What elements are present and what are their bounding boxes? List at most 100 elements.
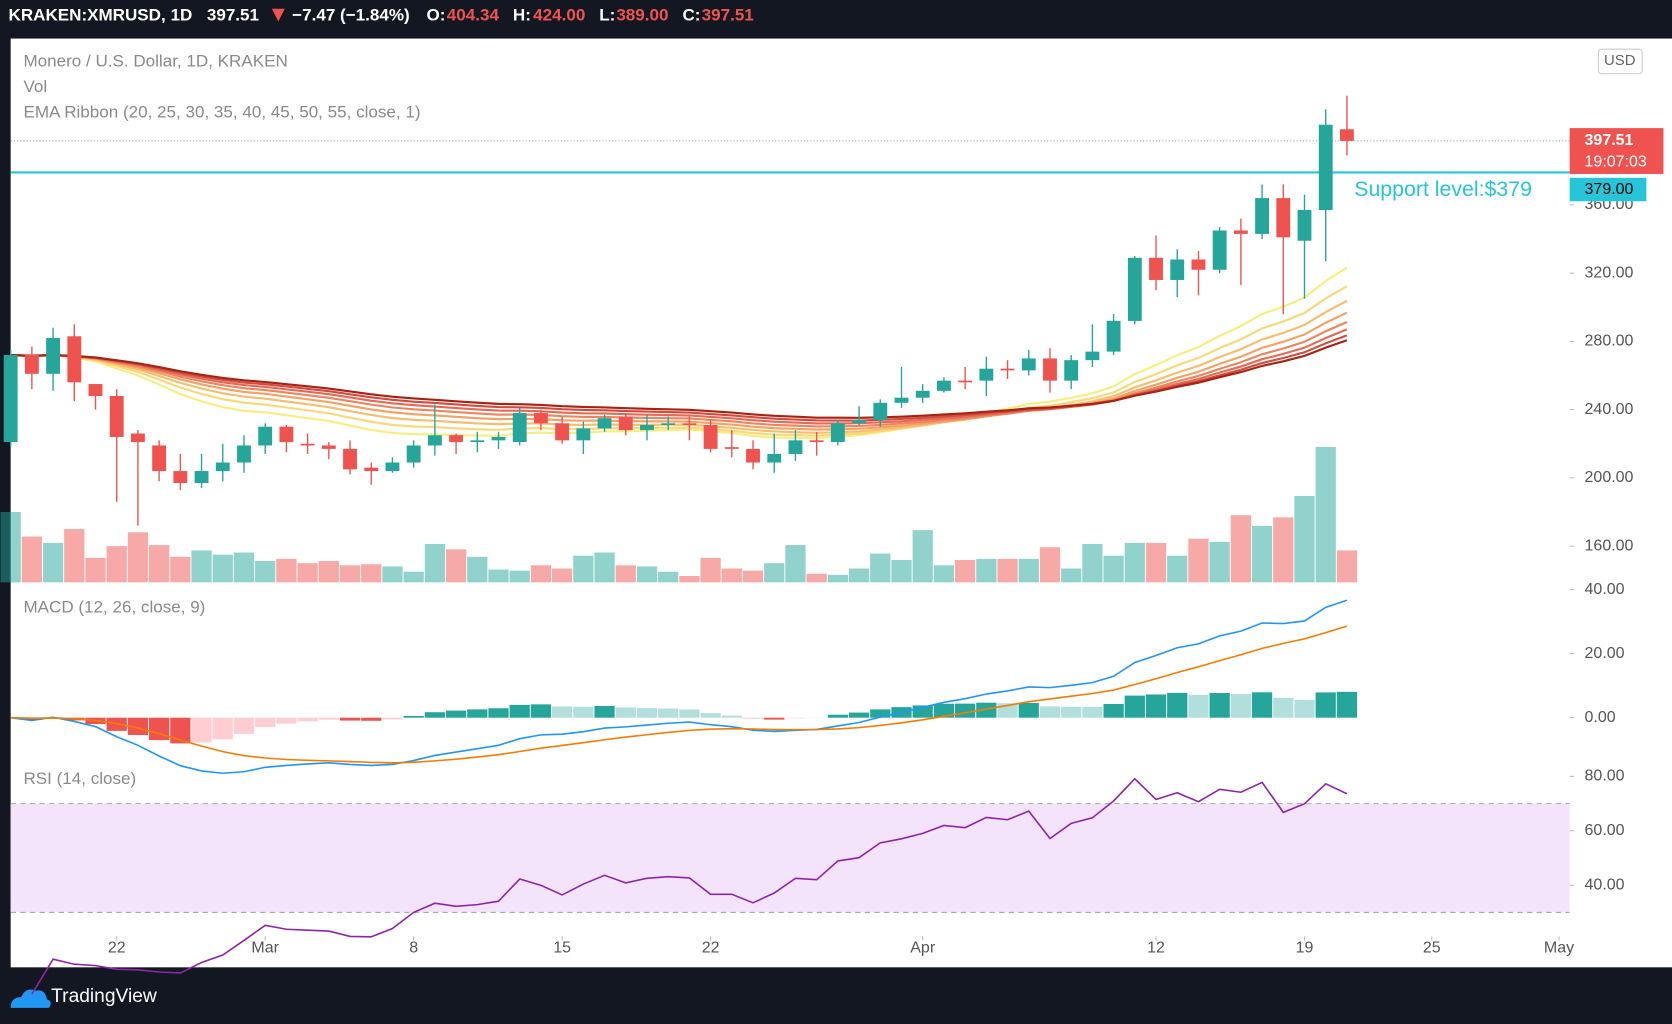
volume-bar [276, 558, 297, 583]
volume-bar [1336, 550, 1358, 583]
last-price: 397.51 [207, 6, 259, 25]
change: −7.47 (−1.84%) [292, 6, 410, 25]
ema-line [10, 300, 1348, 434]
ohlc-value: 404.34 [447, 6, 500, 25]
volume-bar [424, 543, 446, 583]
volume-bar [318, 561, 339, 583]
macd-histogram [382, 717, 403, 720]
candle-body [1021, 358, 1036, 371]
macd-histogram [212, 717, 233, 740]
macd-histogram [552, 706, 573, 718]
volume-bar [912, 530, 933, 583]
candle-body [321, 445, 336, 449]
countdown: 19:07:03 [1585, 153, 1647, 170]
candle-body [1149, 257, 1163, 280]
candle-body [1000, 368, 1015, 371]
logo-cloud [10, 989, 51, 1008]
macd-histogram [1124, 695, 1145, 718]
candle-body [88, 384, 103, 396]
candle-body [173, 471, 188, 483]
candle-body [1339, 129, 1354, 141]
ema-line [10, 311, 1348, 431]
macd-histogram [742, 717, 764, 719]
candle-body [1297, 210, 1312, 241]
macd-histogram [1273, 697, 1294, 718]
candle-body [767, 453, 782, 463]
volume-bar [233, 552, 255, 583]
volume-bar [361, 564, 382, 583]
volume-bar [1188, 538, 1209, 583]
macd-histogram [297, 717, 318, 722]
y-tick-label: 0.00 [1585, 709, 1616, 726]
macd-histogram [1294, 699, 1315, 718]
legend-macd: MACD (12, 26, close, 9) [23, 597, 205, 616]
symbol: KRAKEN:XMRUSD, 1D [9, 6, 193, 25]
legend-ribbon: EMA Ribbon (20, 25, 30, 35, 40, 45, 50, … [23, 103, 420, 122]
volume-bar [1294, 496, 1315, 583]
last-price-box [1569, 128, 1664, 174]
candle-body [1191, 259, 1206, 270]
volume-bar [721, 568, 742, 583]
volume-bar [106, 546, 127, 583]
ema-line [10, 285, 1348, 437]
volume-bar [1315, 446, 1336, 583]
macd-histogram [976, 702, 997, 718]
candle-body [788, 440, 803, 454]
macd-histogram [276, 717, 297, 724]
macd-histogram [170, 717, 191, 744]
candle-body [1233, 230, 1248, 234]
volume-bar [1124, 542, 1145, 583]
volume-bar [1230, 515, 1252, 583]
support-label: Support level:$379 [1354, 177, 1532, 201]
volume-bar [1039, 547, 1061, 583]
candle-body [237, 445, 251, 463]
candle-body [576, 428, 591, 441]
candle-body [470, 440, 485, 443]
macd-histogram [361, 717, 382, 721]
volume-bar [848, 568, 870, 583]
x-tick-label: 15 [553, 939, 571, 956]
volume-bar [806, 573, 827, 583]
ohlc-value: 397.51 [702, 6, 754, 25]
macd-histogram [339, 717, 361, 721]
macd-histogram [127, 717, 149, 736]
macd-histogram [1018, 702, 1039, 718]
ohlc-label: H: [513, 6, 531, 25]
volume-bar [594, 552, 615, 583]
candle-body [343, 448, 357, 470]
macd-histogram [594, 705, 615, 718]
ohlc-label: L: [599, 6, 615, 25]
y-tick-label: 200.00 [1585, 469, 1634, 486]
volume-bar [297, 563, 318, 583]
macd-histogram [1209, 693, 1230, 718]
candle-body [215, 462, 230, 472]
candle-body [152, 445, 167, 472]
volume-bar [764, 563, 785, 583]
volume-bar [0, 512, 21, 583]
candle-body [1127, 257, 1142, 321]
candle-body [1255, 198, 1270, 234]
y-tick-label: 20.00 [1585, 645, 1625, 662]
y-tick-label: 320.00 [1585, 264, 1634, 281]
macd-histogram [149, 717, 170, 741]
x-tick-label: 19 [1296, 939, 1314, 956]
macd-histogram [827, 714, 849, 718]
brand: TradingView [51, 986, 157, 1007]
candle-body [364, 467, 379, 472]
y-tick-label: 80.00 [1585, 768, 1625, 785]
volume-bar [382, 566, 403, 583]
macd-histogram [615, 707, 636, 718]
x-tick-label: Mar [251, 939, 279, 956]
macd-histogram [318, 717, 339, 720]
brand-logo [10, 989, 51, 1008]
candle-body [640, 424, 654, 431]
macd-histogram [636, 708, 658, 718]
volume-bar [255, 561, 276, 583]
currency-box[interactable] [1597, 48, 1643, 75]
currency[interactable]: USD [1604, 52, 1636, 69]
volume-bar [827, 574, 849, 583]
volume-bar [467, 556, 488, 583]
candle-body [809, 440, 824, 443]
macd-histogram [1039, 706, 1061, 718]
